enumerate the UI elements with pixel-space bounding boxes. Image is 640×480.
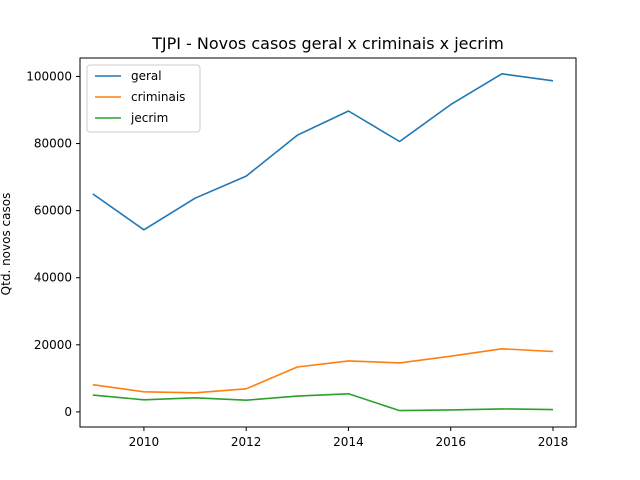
legend-box (86, 64, 201, 133)
x-tick-label: 2014 (333, 435, 364, 449)
x-axis-ticks: 2010 2012 2014 2016 2018 (129, 427, 569, 449)
legend: geral criminais jecrim (86, 64, 201, 133)
y-axis-label: Qtd. novos casos (0, 193, 13, 296)
x-tick-label: 2010 (129, 435, 160, 449)
y-tick-label: 100000 (26, 69, 72, 83)
legend-label-criminais: criminais (131, 90, 185, 104)
legend-label-geral: geral (131, 69, 162, 83)
x-tick-label: 2018 (538, 435, 569, 449)
plot-lines (92, 73, 554, 412)
y-axis-ticks: 0 20000 40000 60000 80000 100000 (26, 69, 80, 419)
series-line-criminais (92, 347, 554, 394)
y-tick-label: 80000 (34, 137, 72, 151)
y-tick-label: 40000 (34, 271, 72, 285)
series-line-geral (92, 73, 554, 231)
y-tick-label: 0 (64, 405, 72, 419)
plot-frame (79, 57, 577, 428)
series-line-jecrim (92, 392, 554, 412)
chart-title: TJPI - Novos casos geral x criminais x j… (151, 34, 504, 53)
y-tick-label: 20000 (34, 338, 72, 352)
x-tick-label: 2012 (231, 435, 262, 449)
y-tick-label: 60000 (34, 204, 72, 218)
x-tick-label: 2016 (435, 435, 466, 449)
legend-label-jecrim: jecrim (130, 111, 168, 125)
